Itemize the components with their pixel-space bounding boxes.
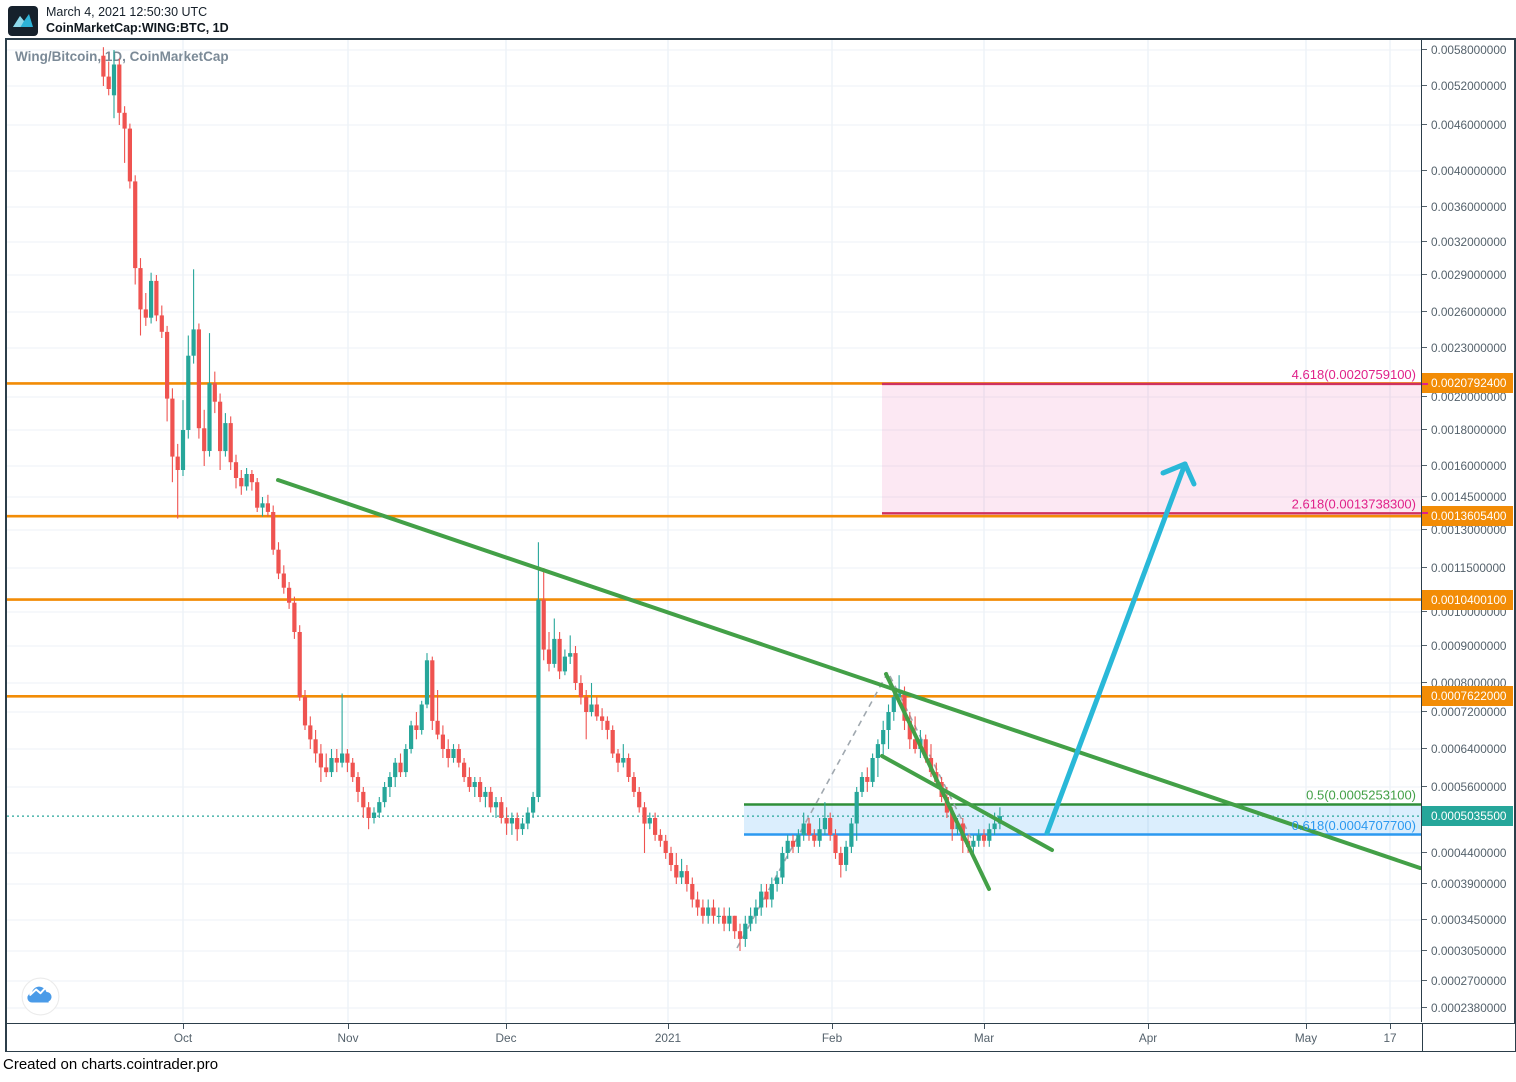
fib-axis-marker	[1422, 382, 1428, 385]
price-level-chip: 0.0007622000	[1422, 686, 1513, 707]
chart-title: Wing/Bitcoin, 1D, CoinMarketCap	[15, 49, 229, 64]
time-tick	[1306, 1024, 1307, 1029]
time-label: Apr	[1138, 1031, 1158, 1045]
time-label: Mar	[973, 1031, 995, 1045]
time-label: Feb	[821, 1031, 843, 1045]
footer-credit: Created on charts.cointrader.pro	[3, 1056, 219, 1073]
svg-text:2.618(0.0013738300): 2.618(0.0013738300)	[1292, 496, 1416, 511]
projection-arrow[interactable]	[1044, 461, 1197, 836]
price-axis[interactable]: 0.0058000000 0.0052000000 0.0046000000 0.00…	[1422, 40, 1514, 1022]
gridlines	[7, 40, 1421, 1022]
chart-symbol: CoinMarketCap:WING:BTC, 1D	[46, 21, 229, 35]
fib-extension-borders	[882, 382, 1421, 515]
time-tick	[1390, 1024, 1391, 1029]
time-tick	[1148, 1024, 1149, 1029]
fib-extension-zone[interactable]	[882, 383, 1421, 514]
svg-text:4.618(0.0020759100): 4.618(0.0020759100)	[1292, 367, 1416, 382]
trendlines[interactable]	[276, 478, 1421, 891]
chart-datetime: March 4, 2021 12:50:30 UTC	[46, 5, 208, 19]
time-label: May	[1294, 1031, 1318, 1045]
time-tick	[984, 1024, 985, 1029]
time-label: 2021	[654, 1031, 682, 1045]
price-level-chip: 0.0020792400	[1422, 373, 1513, 394]
svg-text:0.618(0.0004707700): 0.618(0.0004707700)	[1292, 818, 1416, 833]
footer: Created on charts.cointrader.pro	[3, 1056, 218, 1073]
price-level-chip: 0.0013605400	[1422, 506, 1513, 527]
time-label: 17	[1383, 1031, 1397, 1045]
chart-frame: Wing/Bitcoin, 1D, CoinMarketCap 4.618(0.…	[5, 38, 1516, 1052]
time-tick	[668, 1024, 669, 1029]
time-tick	[183, 1024, 184, 1029]
price-chart-pane[interactable]: Wing/Bitcoin, 1D, CoinMarketCap 4.618(0.…	[7, 40, 1422, 1022]
candlestick-series	[101, 47, 1002, 951]
time-tick	[832, 1024, 833, 1029]
cointrader-mountain-icon[interactable]	[8, 6, 38, 36]
time-label: Dec	[495, 1031, 517, 1045]
price-level-chip: 0.0010400100	[1422, 589, 1513, 610]
time-axis[interactable]: Oct Nov Dec 2021 Feb Mar Apr May 17	[7, 1023, 1422, 1051]
time-tick	[348, 1024, 349, 1029]
chart-cloud-icon	[21, 977, 60, 1016]
time-label: Nov	[337, 1031, 359, 1045]
fib-level-labels: 4.618(0.0020759100) 2.618(0.0013738300) 0.…	[1292, 367, 1416, 833]
axis-corner	[1422, 1023, 1515, 1051]
time-label: Oct	[173, 1031, 193, 1045]
candlestick-chart[interactable]: 4.618(0.0020759100) 2.618(0.0013738300) 0.…	[7, 40, 1421, 1022]
fib-axis-marker	[1422, 512, 1428, 515]
time-tick	[506, 1024, 507, 1029]
price-level-chip: 0.0005035500	[1422, 806, 1513, 827]
svg-text:0.5(0.0005253100): 0.5(0.0005253100)	[1306, 788, 1416, 803]
